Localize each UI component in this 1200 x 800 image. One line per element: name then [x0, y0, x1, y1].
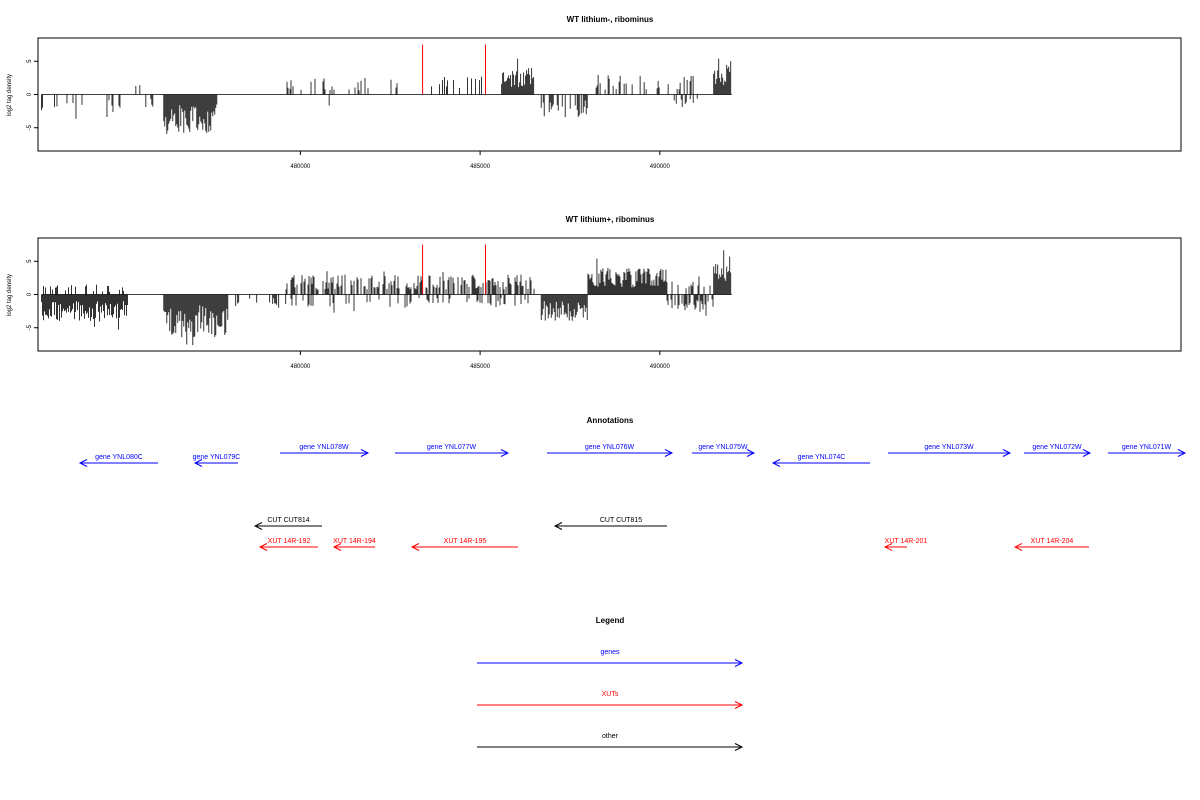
other-feature: CUT CUT815 [553, 517, 667, 530]
gene-feature: gene YNL072W [1024, 444, 1092, 457]
xut-feature: XUT 14R-192 [258, 538, 318, 551]
feature-label: XUT 14R-194 [333, 538, 376, 545]
feature-label: gene YNL079C [193, 454, 241, 461]
arrow-head-icon [734, 743, 744, 751]
arrow-head-icon [1082, 449, 1092, 457]
gene-feature: gene YNL079C [193, 454, 241, 467]
arrow-head-icon [1013, 543, 1023, 551]
gene-feature: gene YNL076W [547, 444, 674, 457]
feature-label: CUT CUT814 [267, 517, 309, 524]
gene-feature: gene YNL073W [888, 444, 1012, 457]
arrow-head-icon [883, 543, 893, 551]
x-tick-label: 485000 [470, 364, 491, 370]
x-tick-label: 480000 [290, 364, 311, 370]
xut-feature: XUT 14R-201 [883, 538, 928, 551]
arrow-head-icon [410, 543, 420, 551]
gene-feature: gene YNL071W [1108, 444, 1187, 457]
arrow-head-icon [664, 449, 674, 457]
panel-title: WT lithium+, ribominus [566, 215, 655, 224]
y-axis: -5 0 5 [27, 259, 38, 330]
y-tick-label: 5 [27, 59, 33, 63]
gene-feature: gene YNL075W [692, 444, 756, 457]
arrow-head-icon [78, 459, 88, 467]
arrow-head-icon [500, 449, 510, 457]
xut-feature: XUT 14R-194 [332, 538, 376, 551]
xut-feature: XUT 14R-195 [410, 538, 518, 551]
gene-feature: gene YNL077W [395, 444, 510, 457]
arrow-head-icon [1177, 449, 1187, 457]
panel-title: WT lithium-, ribominus [567, 15, 654, 24]
y-tick-label: 0 [27, 292, 33, 296]
feature-label: XUT 14R-195 [444, 538, 487, 545]
feature-label: gene YNL076W [585, 444, 635, 451]
feature-label: gene YNL075W [698, 444, 748, 451]
feature-label: gene YNL078W [299, 444, 349, 451]
x-tick-label: 480000 [290, 164, 311, 170]
xut-features: XUT 14R-192 XUT 14R-194 XUT 14R-195 XUT 14R… [258, 538, 1089, 551]
y-tick-label: 0 [27, 92, 33, 96]
arrow-head-icon [258, 543, 268, 551]
legend-item: XUTs [477, 691, 744, 709]
arrow-head-icon [193, 459, 203, 467]
arrow-head-icon [734, 659, 744, 667]
gene-feature: gene YNL078W [280, 444, 370, 457]
feature-label: gene YNL071W [1122, 444, 1172, 451]
other-features: CUT CUT814 CUT CUT815 [253, 517, 667, 530]
y-axis-label: log2 tag density [7, 74, 13, 116]
x-axis: 480000 485000 490000 [290, 351, 670, 370]
arrow-head-icon [1002, 449, 1012, 457]
legend-items: genes XUTs other [477, 649, 744, 751]
arrow-head-icon [746, 449, 756, 457]
x-axis: 480000 485000 490000 [290, 151, 670, 170]
feature-label: XUT 14R-192 [268, 538, 311, 545]
marker-lines [422, 44, 486, 95]
feature-label: XUT 14R-201 [885, 538, 928, 545]
gene-feature: gene YNL080C [78, 454, 158, 467]
track-panel-lithium-minus: WT lithium-, ribominus log2 tag density … [7, 15, 1182, 170]
x-tick-label: 490000 [650, 364, 671, 370]
annotations-panel: Annotations gene YNL080C gene YNL079Cgene… [78, 416, 1187, 551]
signal-bars [41, 250, 732, 346]
feature-label: gene YNL074C [798, 454, 846, 461]
legend-item: other [477, 733, 744, 751]
y-axis: -5 0 5 [27, 59, 38, 130]
arrow-head-icon [332, 543, 342, 551]
y-tick-label: -5 [27, 324, 33, 330]
feature-label: other [602, 733, 619, 740]
other-feature: CUT CUT814 [253, 517, 322, 530]
y-tick-label: -5 [27, 124, 33, 130]
feature-label: XUT 14R-204 [1031, 538, 1074, 545]
arrow-head-icon [360, 449, 370, 457]
gene-feature: gene YNL074C [771, 454, 870, 467]
track-panel-lithium-plus: WT lithium+, ribominus log2 tag density … [7, 215, 1182, 370]
arrow-head-icon [734, 701, 744, 709]
x-tick-label: 490000 [650, 164, 671, 170]
y-tick-label: 5 [27, 259, 33, 263]
feature-label: XUTs [602, 691, 619, 698]
legend-item: genes [477, 649, 744, 667]
arrow-head-icon [771, 459, 781, 467]
legend-panel: Legend genes XUTs other [477, 616, 744, 751]
feature-label: gene YNL077W [427, 444, 477, 451]
signal-bars [41, 58, 732, 134]
xut-feature: XUT 14R-204 [1013, 538, 1089, 551]
marker-lines [422, 244, 486, 295]
x-tick-label: 485000 [470, 164, 491, 170]
feature-label: gene YNL072W [1032, 444, 1082, 451]
annotations-title: Annotations [587, 416, 634, 425]
feature-label: CUT CUT815 [600, 517, 642, 524]
feature-label: gene YNL080C [95, 454, 143, 461]
y-axis-label: log2 tag density [7, 274, 13, 316]
legend-title: Legend [596, 616, 625, 625]
feature-label: gene YNL073W [924, 444, 974, 451]
feature-label: genes [600, 649, 620, 656]
arrow-head-icon [553, 522, 563, 530]
arrow-head-icon [253, 522, 263, 530]
gene-features: gene YNL080C gene YNL079C gene YNL078W gene… [78, 444, 1187, 467]
